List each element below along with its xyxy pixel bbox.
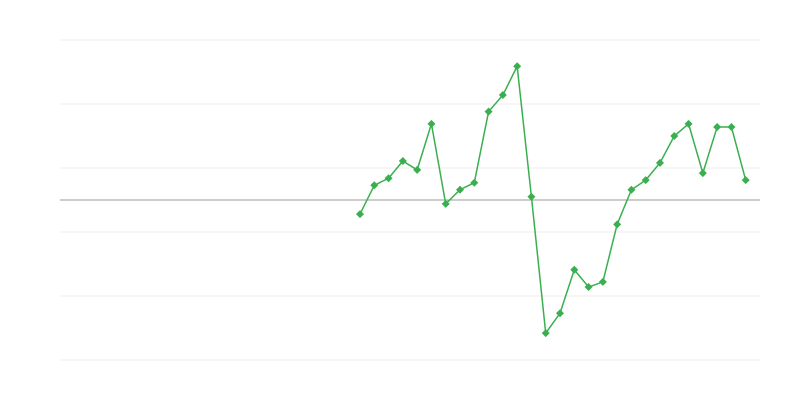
point — [670, 132, 679, 140]
point — [627, 185, 636, 194]
point — [513, 62, 522, 71]
point — [713, 123, 722, 132]
point — [498, 91, 507, 100]
point — [556, 309, 564, 318]
point — [613, 220, 622, 229]
point — [456, 185, 464, 194]
point — [527, 192, 536, 201]
point — [484, 107, 493, 116]
point — [398, 156, 407, 165]
point — [727, 123, 736, 132]
series-line — [359, 63, 747, 336]
point — [698, 169, 707, 178]
point — [741, 176, 750, 185]
point — [656, 158, 664, 167]
point — [384, 174, 393, 183]
point — [413, 165, 422, 174]
point — [441, 199, 450, 208]
point — [370, 181, 379, 190]
point — [598, 277, 607, 286]
point — [641, 176, 650, 185]
point — [570, 265, 579, 274]
point — [427, 119, 436, 128]
point — [584, 283, 593, 292]
point — [684, 119, 693, 128]
point — [541, 329, 550, 338]
point — [470, 178, 479, 187]
point — [356, 210, 364, 219]
